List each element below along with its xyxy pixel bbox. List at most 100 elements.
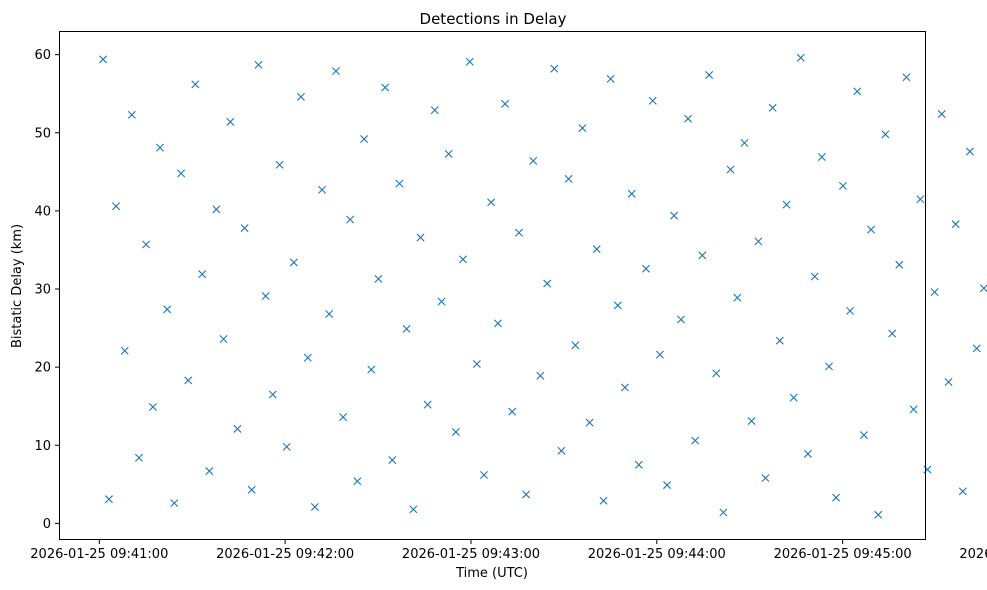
detection-marker [754, 237, 763, 246]
detection-marker [205, 467, 214, 476]
detection-marker [796, 53, 805, 62]
detection-marker [170, 499, 179, 508]
detection-marker [219, 335, 228, 344]
detection-marker [437, 297, 446, 306]
detection-marker [296, 92, 305, 101]
detection-marker [409, 505, 418, 514]
detection-marker [501, 99, 510, 108]
detection-marker [493, 319, 502, 328]
detection-marker [423, 400, 432, 409]
detection-marker [177, 169, 186, 178]
detection-marker [184, 376, 193, 385]
detection-marker [895, 260, 904, 269]
detection-marker [430, 106, 439, 115]
y-tick-label: 10 [34, 439, 51, 454]
detection-marker [487, 198, 496, 207]
detection-marker [465, 57, 474, 66]
detection-marker [684, 114, 693, 123]
detection-marker [902, 73, 911, 82]
detection-marker [353, 477, 362, 486]
detection-marker [388, 456, 397, 465]
scatter-markers [99, 53, 987, 519]
detection-marker [233, 424, 242, 433]
detection-marker [592, 245, 601, 254]
detection-marker [888, 329, 897, 338]
detection-marker [930, 288, 939, 297]
detection-marker [663, 481, 672, 490]
y-tick-label: 30 [34, 283, 51, 298]
detection-marker [867, 225, 876, 234]
detection-marker [289, 258, 298, 267]
detection-marker [310, 502, 319, 511]
detection-marker [472, 360, 481, 368]
y-tick-label: 40 [34, 204, 51, 219]
detection-marker [719, 508, 728, 517]
detection-marker [761, 474, 770, 483]
x-tick-label: 2026-01-25 09:44:00 [588, 547, 726, 562]
detection-marker [557, 446, 566, 455]
x-tick-label: 2026-01-25 09:41:00 [30, 547, 168, 562]
x-tick-label: 2026-01-25 09:46:00 [959, 547, 987, 562]
detection-marker [268, 390, 277, 399]
detection-marker [318, 185, 326, 194]
detection-marker [810, 272, 819, 281]
detection-marker [627, 189, 636, 198]
detection-marker [916, 195, 925, 204]
detection-marker [395, 179, 404, 188]
detection-marker [832, 493, 841, 502]
detection-marker [254, 60, 263, 69]
detection-marker [775, 336, 784, 345]
detection-marker [620, 383, 629, 392]
detection-marker [514, 228, 523, 237]
detection-marker [691, 436, 700, 445]
detection-marker [444, 149, 453, 158]
detection-marker [979, 284, 987, 293]
detection-marker [634, 460, 643, 469]
detection-marker [838, 181, 847, 190]
detection-marker [198, 270, 207, 279]
detection-marker [698, 251, 707, 260]
detection-marker [641, 264, 650, 273]
detection-marker [367, 365, 376, 374]
detection-marker [416, 233, 425, 242]
detection-marker [825, 362, 833, 371]
detection-marker [127, 110, 136, 119]
detection-marker [881, 130, 890, 139]
detection-marker [163, 305, 172, 314]
detection-marker [142, 240, 151, 249]
detection-marker [536, 371, 545, 380]
detection-marker [247, 485, 256, 494]
detection-marker [599, 496, 608, 505]
detection-marker [571, 341, 580, 350]
plot-frame [59, 31, 926, 540]
detection-marker [529, 156, 538, 165]
detection-marker [965, 147, 974, 156]
detection-marker [944, 377, 953, 386]
detection-marker [648, 96, 657, 105]
detection-marker [303, 353, 312, 362]
y-tick-label: 0 [43, 517, 51, 532]
detection-marker [458, 255, 467, 264]
detection-marker [543, 279, 552, 288]
detection-marker [606, 74, 615, 83]
detection-marker [972, 344, 981, 353]
detection-marker [909, 405, 918, 414]
detection-marker [191, 80, 200, 89]
detection-marker [937, 110, 946, 119]
detection-marker [958, 487, 967, 496]
detection-marker [156, 143, 165, 152]
detection-marker [360, 135, 369, 144]
detection-marker [479, 470, 488, 479]
detection-marker [789, 393, 798, 402]
detection-marker [670, 211, 679, 220]
detection-marker [402, 324, 411, 333]
detection-marker [331, 67, 340, 76]
detection-marker [733, 293, 742, 302]
detection-marker [585, 418, 594, 427]
detection-marker [613, 301, 622, 310]
detection-marker [564, 174, 573, 183]
detection-marker [374, 274, 383, 283]
detection-marker [261, 292, 270, 301]
detection-marker [381, 83, 390, 92]
